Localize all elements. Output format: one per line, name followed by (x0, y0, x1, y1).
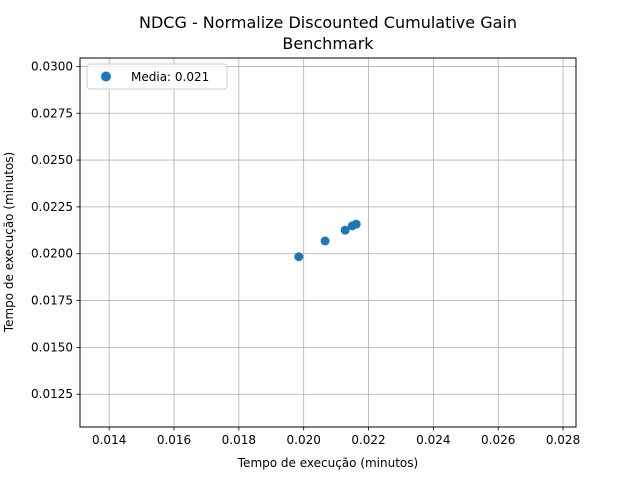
x-tick-label: 0.024 (416, 433, 450, 447)
x-tick-label: 0.018 (222, 433, 256, 447)
scatter-point (340, 225, 350, 235)
data-points (294, 219, 361, 262)
x-axis-ticks: 0.014 0.016 0.018 0.020 0.022 0.024 0.026 0.028 (92, 427, 580, 447)
grid-lines (80, 58, 576, 427)
y-tick-label: 0.0200 (31, 247, 73, 261)
x-tick-label: 0.014 (92, 433, 126, 447)
plot-frame (79, 57, 577, 428)
x-tick-label: 0.028 (546, 433, 580, 447)
legend-label: Media: 0.021 (131, 70, 209, 84)
legend: Media: 0.021 (86, 63, 228, 90)
y-axis-ticks: 0.0125 0.0150 0.0175 0.0200 0.0225 0.0250 0.02… (31, 59, 80, 401)
y-tick-label: 0.0275 (31, 106, 73, 120)
scatter-point (351, 219, 361, 229)
legend-box (86, 63, 228, 90)
y-axis-label: Tempo de execução (minutos) (2, 152, 16, 333)
chart-subtitle: Benchmark (282, 34, 374, 53)
x-tick-label: 0.020 (287, 433, 321, 447)
y-tick-label: 0.0225 (31, 200, 73, 214)
x-tick-label: 0.022 (351, 433, 385, 447)
x-axis-label: Tempo de execução (minutos) (237, 456, 418, 470)
y-tick-label: 0.0250 (31, 153, 73, 167)
x-tick-label: 0.016 (157, 433, 191, 447)
y-tick-label: 0.0150 (31, 340, 73, 354)
scatter-point (294, 252, 304, 262)
chart-title: NDCG - Normalize Discounted Cumulative G… (139, 13, 517, 32)
y-tick-label: 0.0300 (31, 59, 73, 73)
y-tick-label: 0.0175 (31, 294, 73, 308)
y-tick-label: 0.0125 (31, 387, 73, 401)
scatter-point (320, 236, 330, 246)
legend-marker (101, 71, 111, 82)
x-tick-label: 0.026 (481, 433, 515, 447)
